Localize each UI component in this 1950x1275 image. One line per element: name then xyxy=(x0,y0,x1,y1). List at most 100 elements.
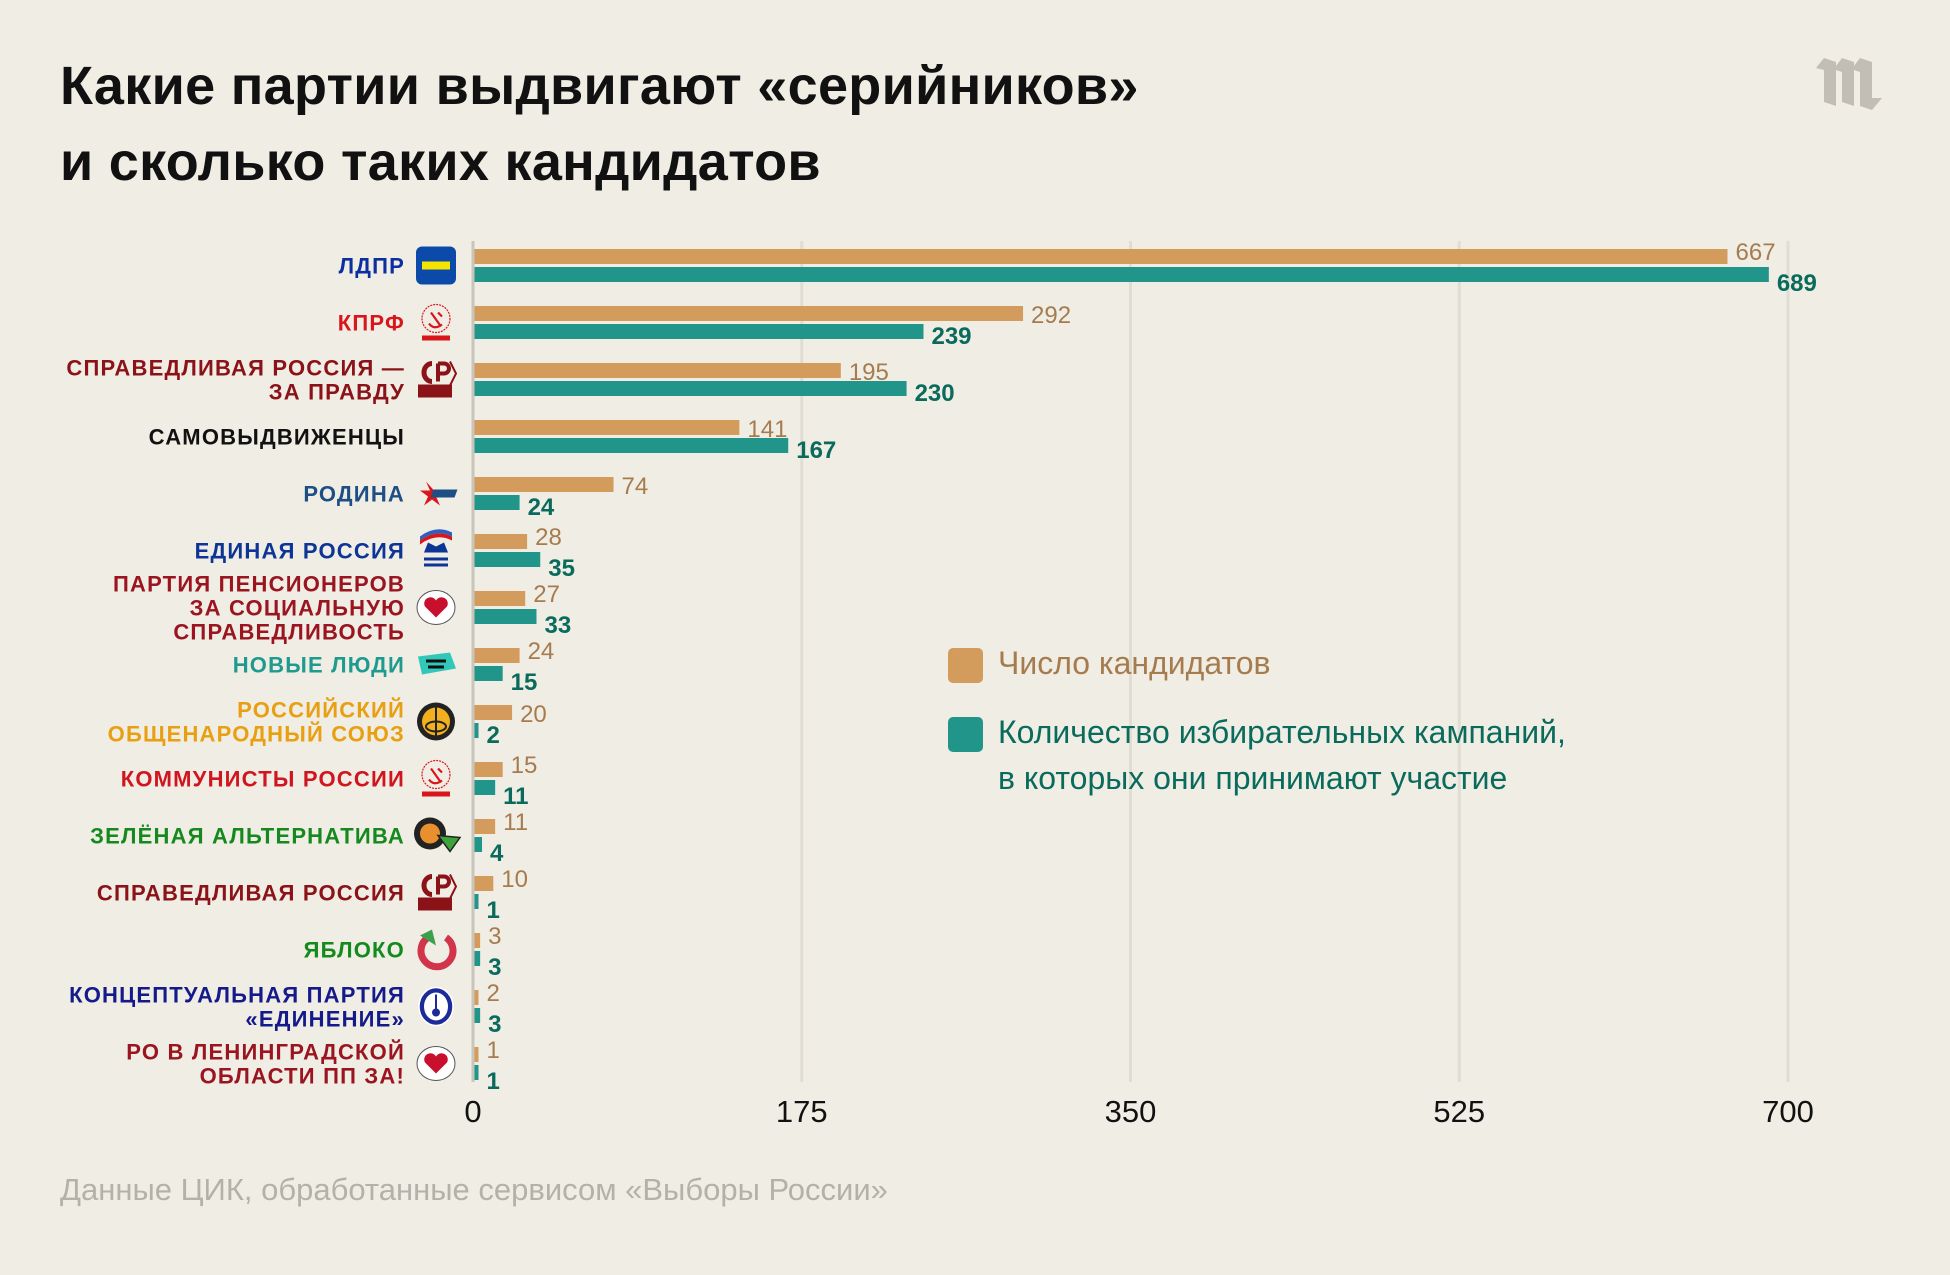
value-label-campaigns: 239 xyxy=(931,323,971,350)
value-label-candidates: 10 xyxy=(501,866,528,893)
bar-campaigns xyxy=(474,780,496,795)
bar-campaigns xyxy=(474,723,479,738)
category-label: ЗЕЛЁНАЯ АЛЬТЕРНАТИВА xyxy=(90,824,405,849)
title-line-2: и сколько таких кандидатов xyxy=(60,132,821,192)
legend-label-line-1: Количество избирательных кампаний, xyxy=(998,714,1566,750)
category-label-line: СПРАВЕДЛИВАЯ РОССИЯ — xyxy=(66,356,405,381)
bar-candidates xyxy=(474,1047,479,1062)
x-tick-label: 700 xyxy=(1762,1094,1814,1129)
value-label-candidates: 3 xyxy=(488,923,501,950)
bar-candidates xyxy=(474,363,841,378)
value-label-candidates: 292 xyxy=(1031,302,1071,329)
category-label: ЯБЛОКО xyxy=(304,938,405,963)
bar-candidates xyxy=(474,591,526,606)
source-footnote: Данные ЦИК, обработанные сервисом «Выбор… xyxy=(60,1172,888,1207)
value-label-candidates: 11 xyxy=(503,809,528,836)
value-label-campaigns: 35 xyxy=(548,555,575,582)
category-label: РОССИЙСКИЙ ОБЩЕНАРОДНЫЙ СОЮЗ xyxy=(108,698,405,747)
category-label-line: РОССИЙСКИЙ xyxy=(237,698,405,723)
meduza-logo-icon xyxy=(1816,58,1882,110)
bar-candidates xyxy=(474,648,520,663)
x-tick-labels: 0 175 350 525 700 xyxy=(464,1094,1813,1129)
category-label: НОВЫЕ ЛЮДИ xyxy=(233,653,405,678)
value-label-campaigns: 167 xyxy=(796,437,836,464)
category-label-line: КОНЦЕПТУАЛЬНАЯ ПАРТИЯ xyxy=(69,983,405,1008)
value-label-campaigns: 2 xyxy=(487,722,500,749)
bar-candidates xyxy=(474,762,503,777)
value-labels: 6676892922391952301411677424283527332415… xyxy=(487,239,1817,1095)
value-label-campaigns: 33 xyxy=(544,612,571,639)
bar-campaigns xyxy=(474,609,537,624)
edinenie-logo-icon xyxy=(418,986,454,1027)
category-label: ЕДИНАЯ РОССИЯ xyxy=(195,539,405,564)
category-label-line: НОВЫЕ ЛЮДИ xyxy=(233,653,405,678)
new-people-logo-icon xyxy=(418,652,456,675)
value-label-campaigns: 3 xyxy=(488,954,501,981)
value-label-campaigns: 4 xyxy=(490,840,504,867)
value-label-candidates: 24 xyxy=(528,638,555,665)
value-label-candidates: 1 xyxy=(487,1037,500,1064)
chart-title: Какие партии выдвигают «серийников» и ск… xyxy=(60,48,1139,200)
legend-swatch-orange xyxy=(948,648,983,683)
united-russia-logo-icon xyxy=(420,529,452,567)
value-label-campaigns: 1 xyxy=(487,1068,500,1095)
category-label-line: ПАРТИЯ ПЕНСИОНЕРОВ xyxy=(113,572,405,597)
category-label: КОНЦЕПТУАЛЬНАЯ ПАРТИЯ «ЕДИНЕНИЕ» xyxy=(69,983,405,1032)
bar-candidates xyxy=(474,249,1728,264)
category-label: СПРАВЕДЛИВАЯ РОССИЯ xyxy=(97,881,405,906)
bar-candidates xyxy=(474,534,528,549)
bar-campaigns xyxy=(474,951,481,966)
x-tick-label: 0 xyxy=(464,1094,481,1129)
bar-campaigns xyxy=(474,666,503,681)
value-label-campaigns: 11 xyxy=(503,783,528,810)
category-labels: ЛДПР КПРФ СПРАВЕДЛИВАЯ РОССИЯ — ЗА ПРАВДУ СА… xyxy=(66,254,405,1089)
rodina-logo-icon xyxy=(420,481,458,506)
bar-candidates xyxy=(474,477,614,492)
bar-campaigns xyxy=(474,267,1769,282)
value-label-candidates: 20 xyxy=(520,701,547,728)
bar-campaigns xyxy=(474,324,924,339)
value-label-candidates: 15 xyxy=(511,752,538,779)
category-label-line: ЗА ПРАВДУ xyxy=(269,380,405,405)
category-label: ЛДПР xyxy=(339,254,405,279)
kprf-logo-icon xyxy=(421,303,451,341)
legend-item-campaigns: Количество избирательных кампаний, в кот… xyxy=(948,709,1566,801)
category-label-line: ОБЛАСТИ ПП ЗА! xyxy=(200,1064,405,1089)
legend-label: Число кандидатов xyxy=(998,645,1271,681)
value-label-campaigns: 3 xyxy=(488,1011,501,1038)
category-label-line: «ЕДИНЕНИЕ» xyxy=(245,1007,405,1032)
bar-candidates xyxy=(474,705,513,720)
bar-candidates xyxy=(474,876,494,891)
category-label-line: КПРФ xyxy=(338,311,405,336)
category-label-line: ЯБЛОКО xyxy=(304,938,405,963)
bar-campaigns xyxy=(474,381,907,396)
communists-russia-logo-icon xyxy=(421,759,451,797)
pensioners-party-logo-icon xyxy=(416,590,456,625)
category-label-line: РО В ЛЕНИНГРАДСКОЙ xyxy=(126,1040,405,1065)
bar-campaigns xyxy=(474,1008,481,1023)
pensioners-party-logo-icon xyxy=(416,1046,456,1081)
party-logos xyxy=(414,246,462,1081)
value-label-candidates: 141 xyxy=(747,416,787,443)
legend-label-line-2: в которых они принимают участие xyxy=(998,760,1508,796)
category-label-line: ЗА СОЦИАЛЬНУЮ xyxy=(190,596,405,621)
category-label-line: ЕДИНАЯ РОССИЯ xyxy=(195,539,405,564)
category-label: САМОВЫДВИЖЕНЦЫ xyxy=(149,425,405,450)
bar-campaigns xyxy=(474,1065,479,1080)
legend-item-candidates: Число кандидатов xyxy=(948,640,1566,686)
title-line-1: Какие партии выдвигают «серийников» xyxy=(60,56,1139,116)
category-label-line: ОБЩЕНАРОДНЫЙ СОЮЗ xyxy=(108,722,405,747)
sr-logo-icon xyxy=(418,874,458,911)
bars xyxy=(474,249,1769,1080)
category-label: КОММУНИСТЫ РОССИИ xyxy=(121,767,405,792)
value-label-candidates: 2 xyxy=(487,980,500,1007)
green-alternative-logo-icon xyxy=(414,817,462,853)
bar-candidates xyxy=(474,819,496,834)
category-label: КПРФ xyxy=(338,311,405,336)
bar-candidates xyxy=(474,990,479,1005)
bar-campaigns xyxy=(474,894,479,909)
ros-logo-icon xyxy=(417,702,455,741)
ldpr-logo-icon xyxy=(416,246,456,285)
value-label-candidates: 74 xyxy=(622,473,649,500)
